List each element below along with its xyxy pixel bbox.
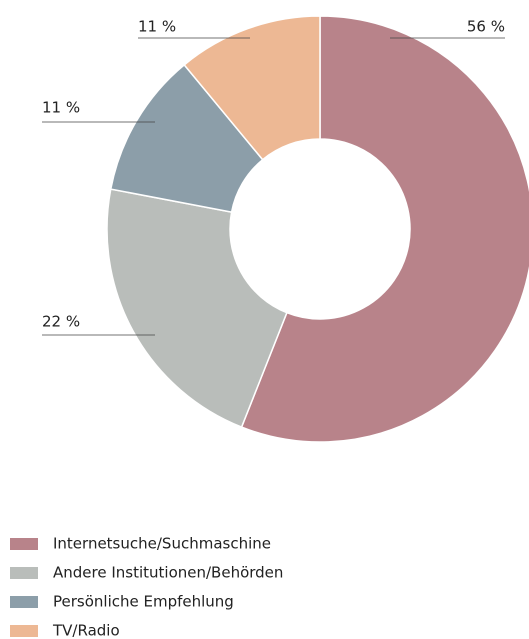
legend-label: TV/Radio (52, 622, 120, 639)
data-label: 11 % (42, 99, 80, 117)
legend-swatch (10, 596, 38, 608)
donut-segment (240, 15, 529, 443)
donut-segment (183, 15, 321, 161)
donut-segment (106, 188, 288, 429)
donut-segment (109, 63, 264, 214)
legend-label: Andere Institutionen/Behörden (53, 564, 283, 582)
legend-label: Internetsuche/Suchmaschine (53, 535, 271, 553)
legend-swatch (10, 538, 38, 550)
data-label: 56 % (467, 18, 505, 36)
legend-swatch (10, 625, 38, 637)
data-label: 11 % (138, 18, 176, 36)
data-label: 22 % (42, 313, 80, 331)
legend-label: Persönliche Empfehlung (53, 593, 234, 611)
legend-swatch (10, 567, 38, 579)
